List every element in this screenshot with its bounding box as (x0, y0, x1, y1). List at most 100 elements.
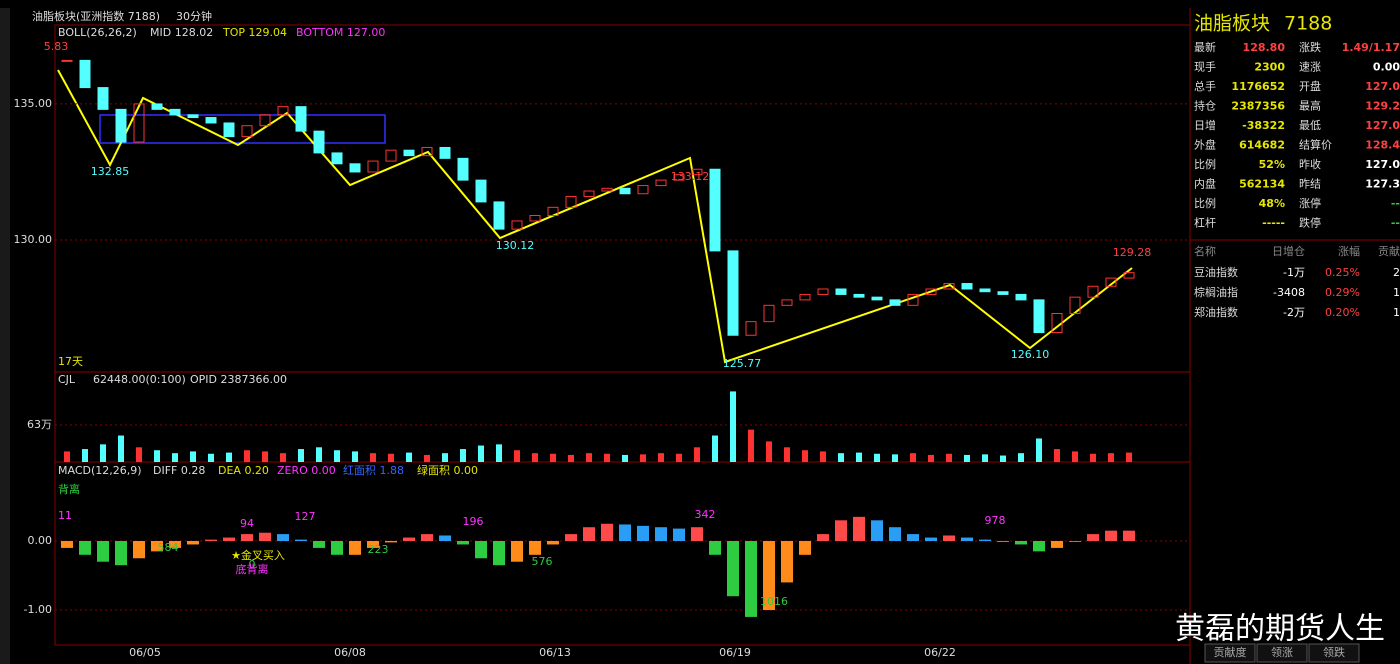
volume-bar (640, 454, 646, 462)
candle (727, 250, 739, 336)
component-cell: 1 (1393, 306, 1400, 319)
volume-bar (712, 435, 718, 462)
macd-bar (889, 527, 901, 542)
volume-bar (532, 453, 538, 462)
tab-label[interactable]: 领跌 (1323, 645, 1345, 659)
quote-code: 7188 (1284, 13, 1332, 35)
macd-bar (727, 541, 739, 597)
macd-annotation: 196 (463, 515, 484, 528)
y-tick-label: 0.00 (28, 534, 53, 547)
quote-value: 562134 (1239, 178, 1285, 191)
macd-bar (709, 541, 721, 555)
macd-annotation: 背离 (58, 482, 80, 496)
macd-diff: DIFF 0.28 (153, 464, 205, 477)
price-annotation: 125.77 (723, 357, 762, 370)
x-tick-label: 06/19 (719, 646, 751, 659)
candle (475, 179, 487, 203)
macd-annotation: 1016 (760, 595, 788, 608)
candle (439, 146, 451, 159)
macd-bar (277, 534, 289, 542)
macd-bar (817, 534, 829, 542)
component-cell[interactable]: 棕榈油指 (1194, 285, 1238, 299)
period-selector[interactable]: 30分钟 (176, 9, 212, 23)
component-cell: -2万 (1283, 306, 1305, 319)
volume-bar (262, 451, 268, 462)
macd-bar (79, 541, 91, 555)
volume-bar (424, 454, 430, 462)
y-tick-label: 135.00 (14, 97, 53, 110)
candle (781, 299, 793, 306)
macd-bar (763, 541, 775, 611)
tab-label[interactable]: 领涨 (1271, 646, 1293, 659)
candle (1051, 312, 1063, 334)
quote-value: 128.80 (1243, 41, 1286, 54)
quote-label: 涨跌 (1299, 40, 1321, 54)
quote-label: 开盘 (1299, 79, 1321, 93)
volume-bar (748, 429, 754, 462)
quote-label: 现手 (1194, 60, 1216, 74)
macd-bar (997, 541, 1009, 543)
macd-bar (799, 541, 811, 555)
volume-bar (406, 452, 412, 462)
volume-bar (460, 449, 466, 462)
macd-bar (349, 541, 361, 555)
quote-label: 总手 (1194, 79, 1216, 93)
volume-bar (1054, 449, 1060, 462)
volume-bar (352, 451, 358, 462)
macd-annotation: 576 (532, 555, 553, 568)
macd-bar (1015, 541, 1027, 545)
component-cell: 1 (1393, 286, 1400, 299)
quote-label: 最高 (1299, 99, 1321, 113)
candle (799, 293, 811, 301)
volume-bar (496, 444, 502, 462)
candle (583, 190, 595, 197)
macd-bar (907, 534, 919, 542)
volume-bar (388, 453, 394, 462)
component-cell[interactable]: 郑油指数 (1194, 305, 1238, 319)
candle (97, 87, 109, 110)
quote-label: 比例 (1194, 157, 1216, 171)
tab[interactable] (1256, 643, 1308, 663)
candle (763, 304, 775, 323)
price-annotation: 133.12 (671, 170, 710, 183)
macd-bar (691, 527, 703, 542)
candle (331, 152, 343, 165)
x-tick-label: 06/13 (539, 646, 571, 659)
watermark: 黄磊的期货人生 (1175, 612, 1385, 647)
volume-bar (64, 451, 70, 462)
volume-bar (172, 453, 178, 462)
candle (655, 179, 667, 187)
macd-bar (205, 539, 217, 542)
quote-label: 速涨 (1299, 61, 1321, 74)
candle (673, 174, 685, 181)
boll-mid: MID 128.02 (150, 26, 213, 39)
volume-bar (298, 449, 304, 462)
candle (187, 114, 199, 119)
tab[interactable] (1308, 643, 1360, 663)
volume-bar (946, 453, 952, 462)
candle (745, 321, 757, 336)
candle (295, 106, 307, 132)
volume-bar (316, 447, 322, 462)
volume-bar (1036, 438, 1042, 462)
volume-bar (982, 454, 988, 462)
price-annotation: 129.28 (1113, 246, 1152, 259)
price-annotation: 132.85 (91, 165, 130, 178)
macd-label: MACD(12,26,9) (58, 464, 142, 477)
macd-annotation: 584 (158, 541, 179, 554)
tab-label[interactable]: 贡献度 (1214, 645, 1247, 659)
macd-annotation: 342 (695, 508, 716, 521)
candle (565, 195, 577, 208)
component-cell[interactable]: 豆油指数 (1194, 265, 1238, 279)
tab[interactable] (1204, 643, 1256, 663)
volume-bar (244, 450, 250, 462)
candle (349, 163, 361, 173)
candle (133, 103, 145, 143)
candle (1033, 299, 1045, 334)
macd-bar (601, 523, 613, 542)
volume-label: CJL (58, 373, 76, 386)
quote-value: 1176652 (1231, 80, 1285, 93)
macd-bar (835, 520, 847, 542)
